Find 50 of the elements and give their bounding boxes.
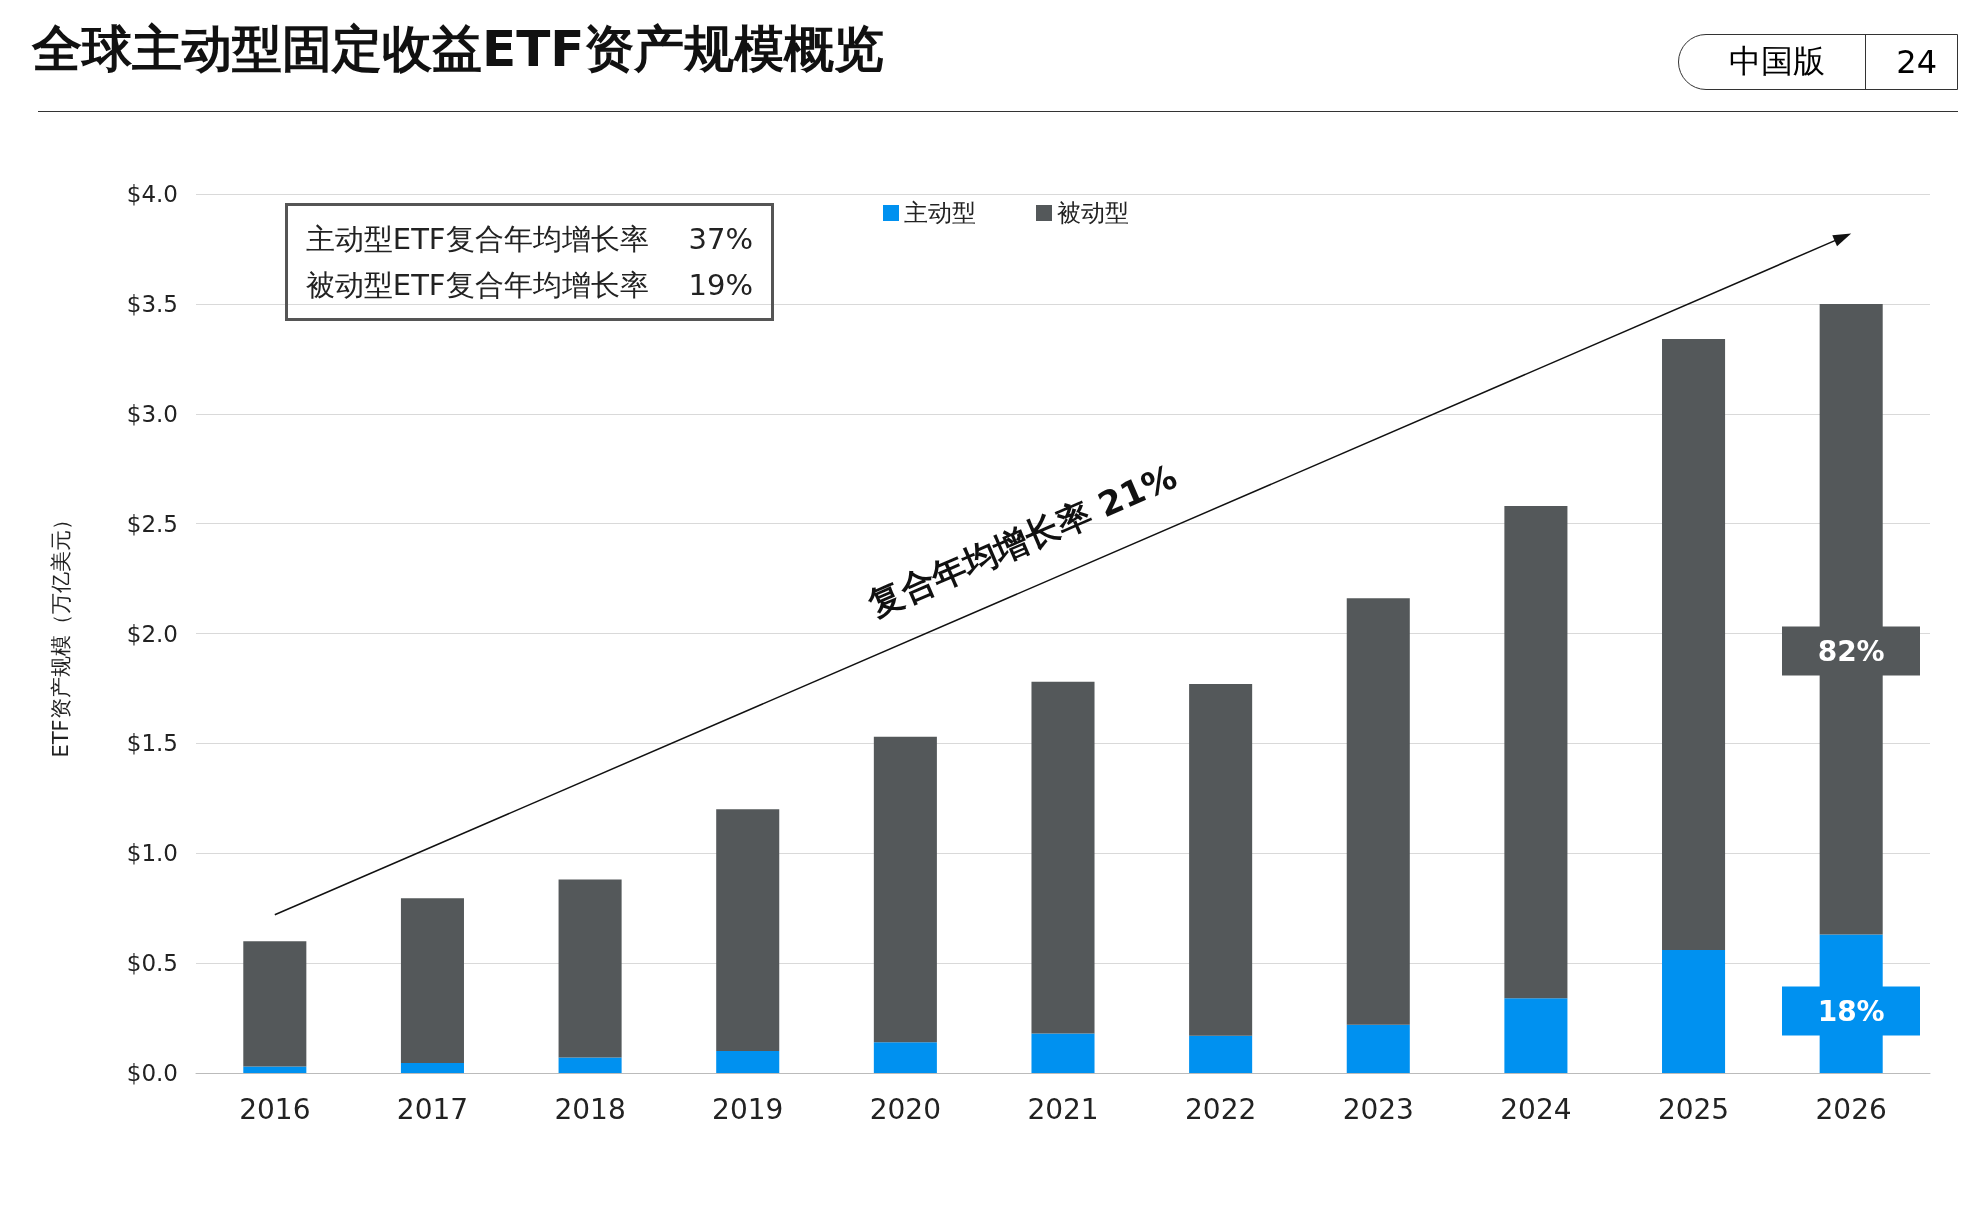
bar [1346,1024,1410,1073]
bar [716,809,780,1052]
y-tick-label: $3.5 [126,290,178,317]
bar [1346,598,1410,1025]
x-tick-label: 2019 [712,1092,784,1126]
bar [558,879,622,1058]
x-tick-label: 2025 [1657,1092,1730,1126]
bar [1504,506,1568,999]
x-tick-label: 2023 [1342,1092,1414,1126]
legend-label: 被动型 [1057,199,1129,227]
bar [1189,1035,1253,1073]
bar [243,941,307,1067]
legend-label: 主动型 [904,199,976,227]
text: 中国版 [1679,35,1867,89]
y-tick-label: $1.5 [126,730,178,757]
bar [243,1066,307,1073]
bar [1662,949,1726,1073]
bar [1504,998,1568,1073]
bar [716,1051,780,1073]
x-tick-label: 2016 [239,1092,311,1126]
x-tick-label: 2018 [554,1092,626,1126]
bar [1031,1033,1095,1073]
y-axis-title: ETF资产规模（万亿美元） [48,509,73,758]
x-tick-label: 2024 [1500,1092,1572,1126]
annotation: 复合年均增长率 21% [861,455,1184,627]
bar [558,1057,622,1073]
y-tick-label: $3.0 [126,400,178,427]
y-tick-label: $0.5 [126,950,178,977]
bar [1189,684,1253,1036]
y-tick-label: $2.5 [126,510,178,537]
y-tick-label: $2.0 [126,620,178,647]
x-tick-label: 2022 [1185,1092,1257,1126]
chart-title: 全球主动型固定收益ETF资产规模概览 [32,19,885,80]
bar [873,1042,937,1073]
y-tick-label: $4.0 [126,181,178,207]
text-box: 主动型ETF复合年均增长率 37% 被动型ETF复合年均增长率 19% [284,202,774,321]
bar [1031,681,1095,1034]
x-tick-label: 2021 [1027,1092,1099,1126]
x-tick-label: 2026 [1815,1092,1887,1126]
bar [400,898,464,1064]
text: 24 [1895,43,1938,81]
annotation: 18% [1782,986,1921,1036]
bar [1662,339,1726,950]
bar [873,736,937,1043]
y-tick-label: $0.0 [126,1060,178,1086]
x-tick-label: 2017 [396,1092,469,1126]
annotation: 82% [1782,626,1921,676]
bar [400,1063,464,1073]
x-tick-label: 2020 [869,1092,941,1126]
y-tick-label: $1.0 [126,840,178,867]
